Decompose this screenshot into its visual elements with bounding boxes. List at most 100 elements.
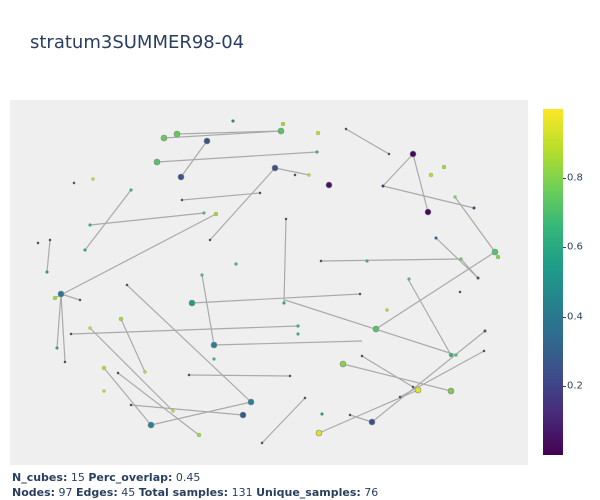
graph-node[interactable] [173,130,181,138]
graph-node[interactable] [153,158,161,166]
graph-node[interactable] [453,195,457,199]
graph-node[interactable] [196,432,202,438]
graph-node[interactable] [358,292,362,296]
graph-node[interactable] [491,248,499,256]
graph-node[interactable] [72,181,76,185]
graph-node[interactable] [344,127,348,131]
graph-node[interactable] [282,301,286,305]
graph-node[interactable] [414,386,422,394]
graph-node[interactable] [288,374,292,378]
graph-node[interactable] [78,298,82,302]
graph-node[interactable] [188,299,196,307]
graph-node[interactable] [45,270,49,274]
perc-overlap-label: Perc_overlap: [88,471,173,484]
graph-node[interactable] [180,198,184,202]
graph-node[interactable] [260,441,264,445]
graph-node[interactable] [293,173,297,177]
graph-node[interactable] [239,411,247,419]
nodes-label: Nodes: [12,486,56,499]
graph-node[interactable] [202,211,206,215]
graph-node[interactable] [387,152,391,156]
graph-node[interactable] [320,412,324,416]
graph-node[interactable] [296,324,300,328]
graph-node[interactable] [434,236,438,240]
graph-node[interactable] [200,273,204,277]
graph-node[interactable] [303,396,307,400]
graph-node[interactable] [368,418,376,426]
graph-node[interactable] [315,150,319,154]
graph-node[interactable] [231,119,235,123]
graph-node[interactable] [91,177,95,181]
graph-node[interactable] [129,403,133,407]
graph-node[interactable] [48,238,52,242]
graph-node[interactable] [277,127,285,135]
graph-node[interactable] [372,325,380,333]
graph-node[interactable] [360,354,364,358]
graph-node[interactable] [88,223,92,227]
graph-node[interactable] [428,172,434,178]
graph-node[interactable] [160,134,168,142]
total-samples-value: 131 [231,486,253,499]
graph-node[interactable] [448,352,454,358]
graph-node[interactable] [36,241,40,245]
graph-node[interactable] [385,308,389,312]
graph-node[interactable] [409,150,417,158]
graph-node[interactable] [448,388,454,394]
graph-node[interactable] [280,121,286,127]
graph-node[interactable] [441,164,447,170]
graph-node[interactable] [52,295,58,301]
graph-node[interactable] [203,137,211,145]
graph-node[interactable] [208,238,212,242]
graph-node[interactable] [210,341,218,349]
graph-node[interactable] [177,173,185,181]
graph-node[interactable] [472,206,476,210]
graph-node[interactable] [348,413,352,417]
network-graph[interactable] [10,100,528,465]
graph-node[interactable] [171,409,175,413]
plot-area[interactable] [10,100,528,465]
graph-node[interactable] [381,184,385,188]
graph-node[interactable] [296,332,300,336]
graph-node[interactable] [482,349,486,353]
graph-node[interactable] [459,257,463,261]
graph-node[interactable] [284,217,288,221]
graph-node[interactable] [495,254,501,260]
graph-node[interactable] [125,283,129,287]
graph-edge [261,397,306,444]
graph-node[interactable] [88,326,92,330]
graph-node[interactable] [307,173,311,177]
graph-node[interactable] [83,248,87,252]
graph-node[interactable] [424,208,432,216]
graph-node[interactable] [315,429,323,437]
graph-node[interactable] [407,277,411,281]
graph-node[interactable] [258,191,262,195]
graph-node[interactable] [101,365,107,371]
graph-node[interactable] [411,385,415,389]
graph-node[interactable] [398,395,402,399]
graph-node[interactable] [315,130,321,136]
graph-node[interactable] [57,290,65,298]
graph-node[interactable] [143,370,147,374]
graph-node[interactable] [212,357,216,361]
graph-node[interactable] [325,181,333,189]
graph-node[interactable] [476,276,480,280]
graph-node[interactable] [63,360,67,364]
graph-node[interactable] [55,346,59,350]
graph-node[interactable] [483,329,487,333]
graph-node[interactable] [247,398,255,406]
graph-node[interactable] [339,360,347,368]
graph-node[interactable] [365,259,369,263]
graph-node[interactable] [454,353,458,357]
graph-node[interactable] [147,421,155,429]
graph-node[interactable] [458,290,462,294]
graph-node[interactable] [118,316,124,322]
graph-node[interactable] [116,371,120,375]
graph-node[interactable] [319,259,323,263]
graph-node[interactable] [187,373,191,377]
graph-node[interactable] [271,164,279,172]
graph-node[interactable] [234,262,238,266]
graph-node[interactable] [129,188,133,192]
graph-node[interactable] [213,211,219,217]
graph-node[interactable] [69,332,73,336]
graph-node[interactable] [102,389,106,393]
